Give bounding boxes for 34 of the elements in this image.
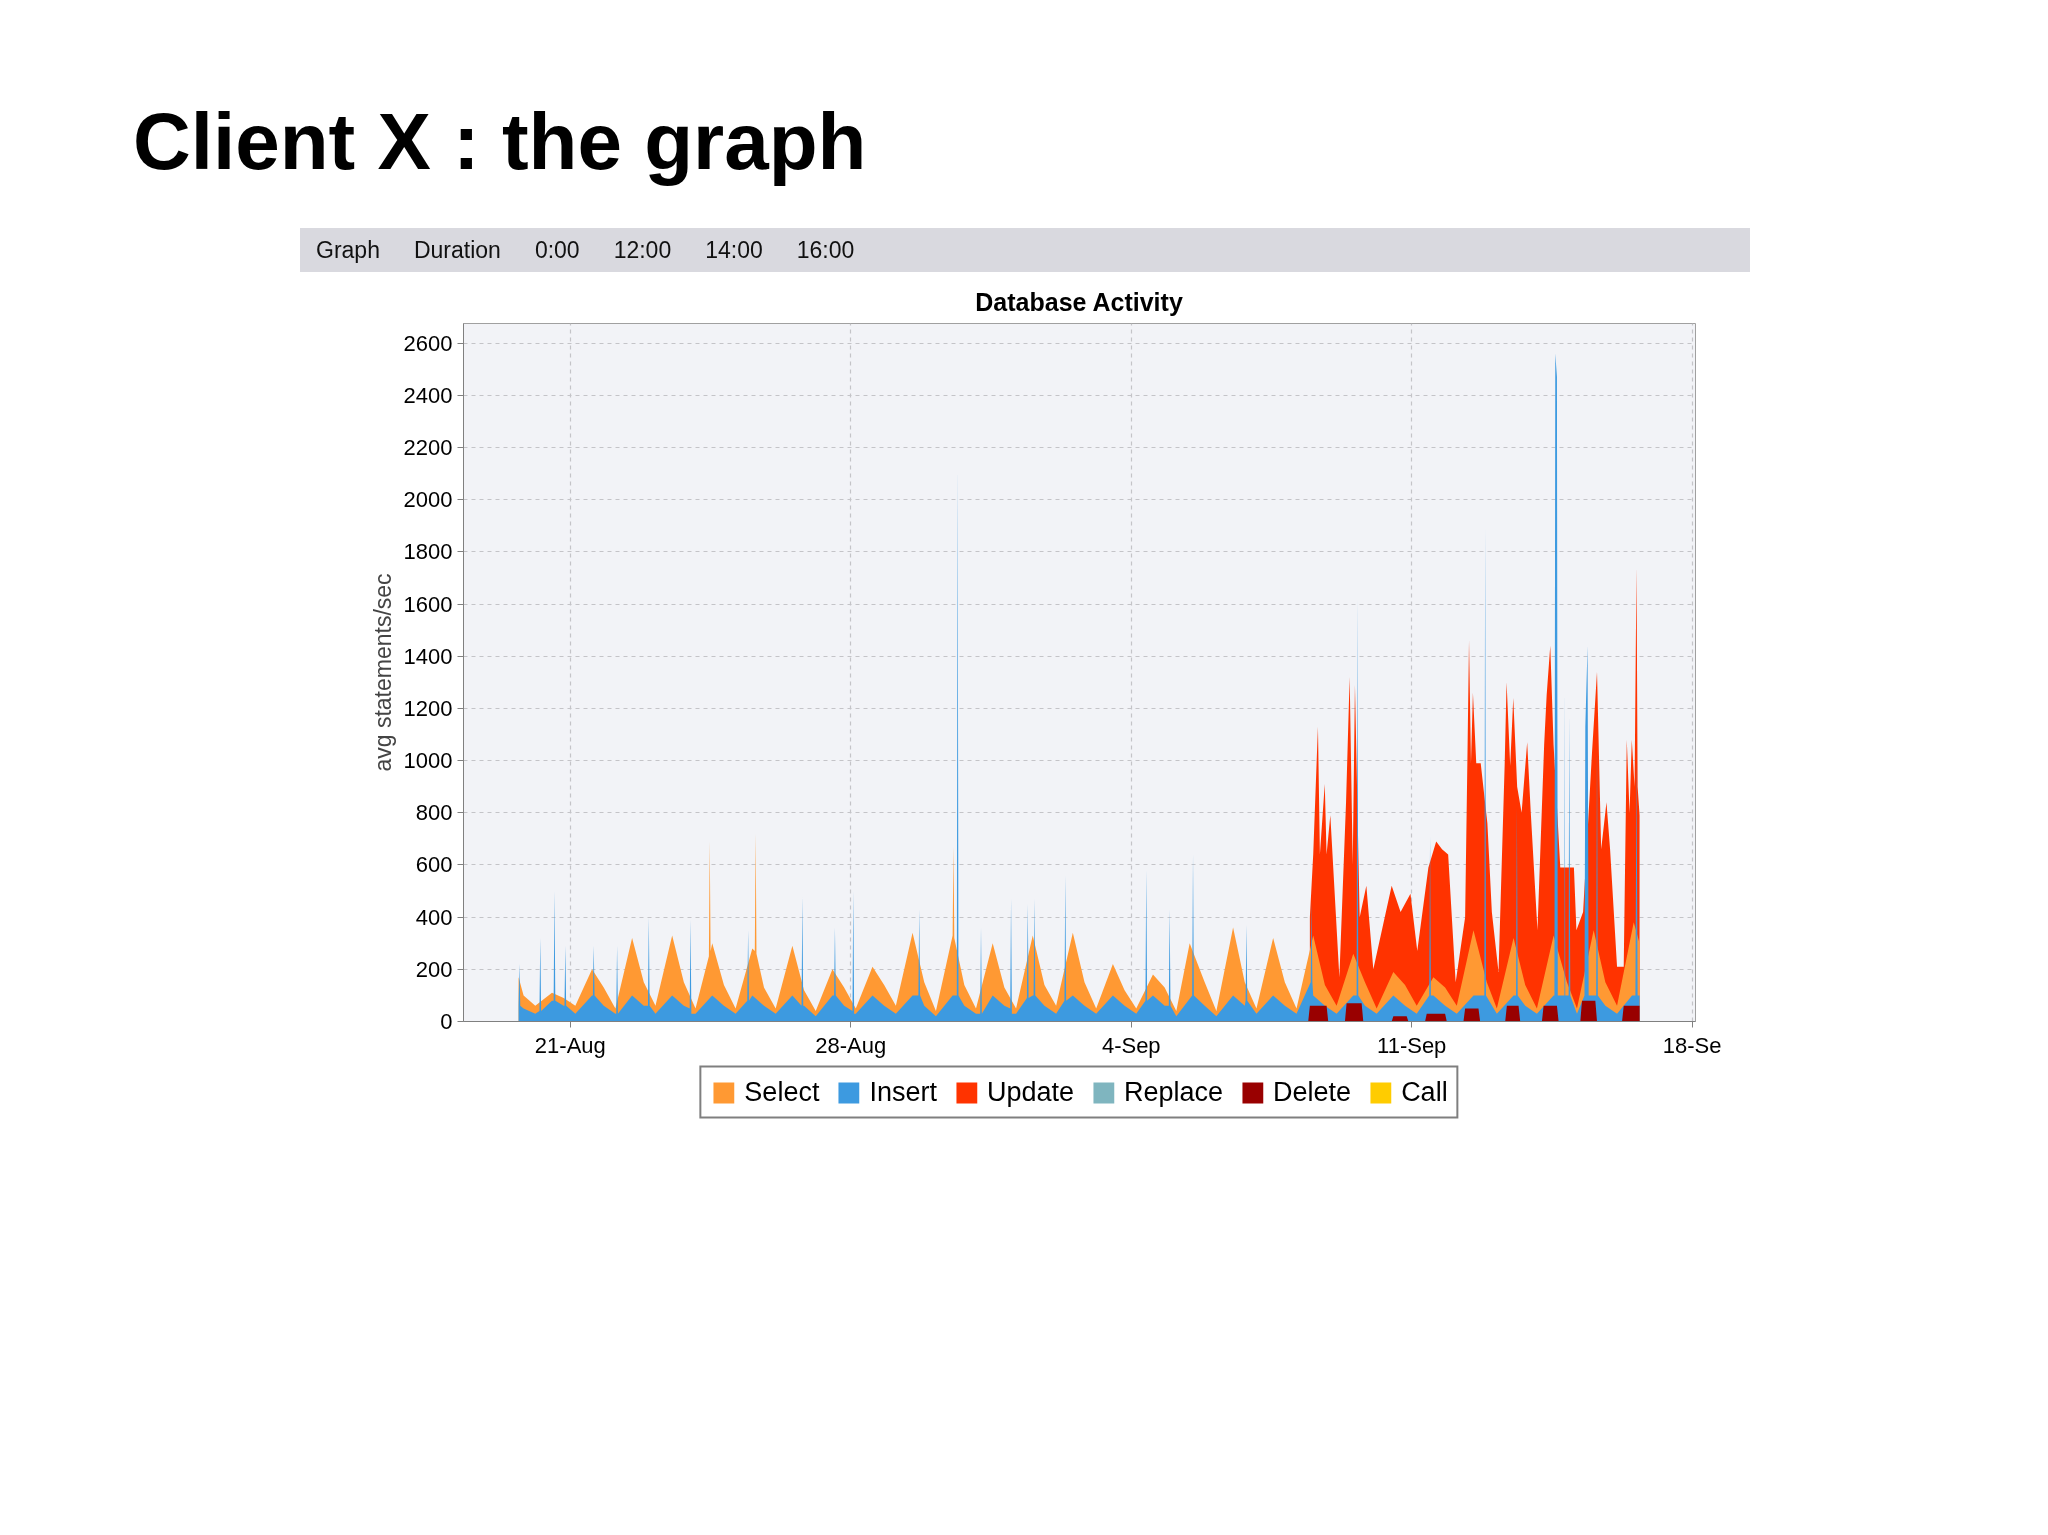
y-tick-label: 2000 <box>403 487 453 513</box>
y-tick-label: 1000 <box>403 748 453 774</box>
y-axis-title: avg statements/sec <box>369 573 396 772</box>
y-tick-label: 600 <box>415 852 453 878</box>
y-tick-label: 1400 <box>403 643 453 669</box>
legend-label: Update <box>986 1076 1075 1108</box>
y-tick-label: 2400 <box>403 382 453 408</box>
text: 0:00 <box>534 236 580 265</box>
text: 14:00 <box>705 236 763 265</box>
chart-title: Client X : the graph <box>133 96 867 188</box>
x-tick-label: 4-Sep <box>1101 1032 1161 1058</box>
text: 16:00 <box>796 236 855 265</box>
chart-subtitle: Database Activity <box>975 287 1183 316</box>
y-tick-label: 2600 <box>403 330 453 356</box>
y-tick-label: 800 <box>415 800 453 826</box>
x-tick-label: 28-Aug <box>815 1032 887 1058</box>
text: 12:00 <box>613 236 672 265</box>
text: Duration <box>413 236 501 265</box>
y-tick-label: 400 <box>415 904 453 930</box>
y-tick-label: 1800 <box>403 539 453 565</box>
y-tick-label: 0 <box>440 1009 453 1034</box>
legend-label: Insert <box>869 1076 937 1108</box>
y-tick-label: 200 <box>415 956 453 982</box>
legend-label: Call <box>1401 1076 1448 1108</box>
y-tick-label: 1600 <box>403 591 453 617</box>
x-tick-label: 18-Se <box>1662 1032 1722 1058</box>
text: Graph <box>316 236 380 265</box>
y-tick-label: 2200 <box>403 434 453 460</box>
legend-label: Delete <box>1273 1076 1352 1108</box>
x-tick-label: 21-Aug <box>534 1032 606 1058</box>
legend-label: Select <box>744 1076 820 1108</box>
y-tick-label: 1200 <box>403 695 453 721</box>
x-tick-label: 11-Sep <box>1377 1032 1447 1058</box>
legend-label: Replace <box>1124 1076 1224 1108</box>
